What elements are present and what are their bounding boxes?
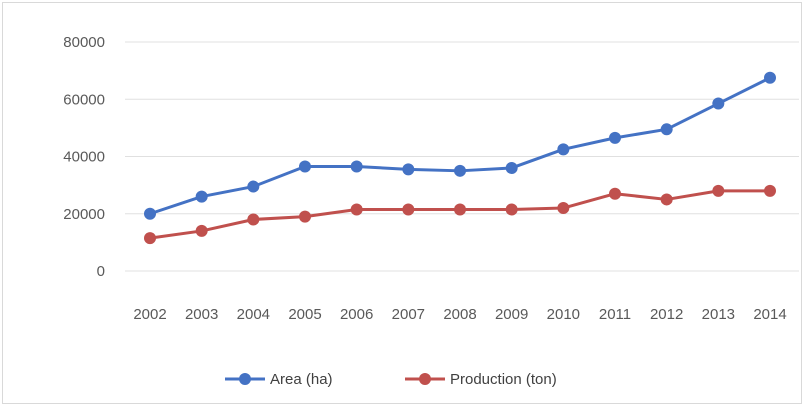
data-point bbox=[764, 71, 776, 84]
data-point bbox=[402, 203, 415, 216]
data-point bbox=[505, 203, 518, 216]
chart-frame: 0 20000 40000 60000 80000 2002 2003 2004 2005 20… bbox=[2, 2, 802, 404]
data-point bbox=[609, 187, 621, 200]
x-tick-label: 2004 bbox=[237, 306, 270, 323]
y-tick-label: 60000 bbox=[63, 91, 105, 108]
legend-label: Production (ton) bbox=[450, 371, 557, 388]
legend-label: Area (ha) bbox=[270, 371, 333, 388]
x-tick-label: 2003 bbox=[185, 306, 218, 323]
data-point bbox=[195, 190, 208, 203]
series-line bbox=[148, 76, 772, 216]
data-point bbox=[144, 207, 156, 220]
x-tick-label: 2006 bbox=[340, 306, 373, 323]
legend-marker bbox=[239, 373, 251, 385]
x-tick-label: 2010 bbox=[547, 306, 580, 323]
legend-marker bbox=[419, 373, 431, 385]
y-axis-labels: 0 20000 40000 60000 80000 bbox=[63, 34, 105, 280]
data-point bbox=[557, 202, 570, 215]
data-point bbox=[712, 184, 725, 197]
series-1 bbox=[144, 184, 776, 245]
data-point bbox=[402, 163, 415, 176]
x-tick-label: 2014 bbox=[753, 306, 786, 323]
y-tick-label: 20000 bbox=[63, 206, 105, 223]
x-tick-label: 2011 bbox=[599, 306, 631, 323]
data-point bbox=[195, 224, 208, 237]
data-point bbox=[505, 161, 518, 174]
data-point bbox=[660, 123, 673, 136]
x-tick-label: 2009 bbox=[495, 306, 528, 323]
series-layer bbox=[144, 71, 776, 245]
x-axis-labels: 2002 2003 2004 2005 2006 2007 2008 2009 2010 2011… bbox=[133, 306, 786, 323]
data-point bbox=[660, 193, 673, 206]
data-point bbox=[350, 160, 363, 173]
grid-layer bbox=[125, 41, 799, 272]
x-tick-label: 2005 bbox=[288, 306, 321, 323]
data-point bbox=[247, 180, 260, 193]
data-point bbox=[247, 213, 260, 226]
data-point bbox=[557, 143, 570, 156]
y-tick-label: 0 bbox=[97, 263, 105, 280]
legend-item: Area (ha) bbox=[225, 371, 333, 388]
data-point bbox=[144, 232, 156, 245]
x-tick-label: 2007 bbox=[392, 306, 425, 323]
data-point bbox=[454, 203, 466, 216]
data-point bbox=[299, 210, 311, 223]
y-tick-label: 80000 bbox=[63, 34, 105, 51]
x-tick-label: 2013 bbox=[702, 306, 735, 323]
data-point bbox=[712, 97, 725, 110]
x-tick-label: 2012 bbox=[650, 306, 683, 323]
data-point bbox=[299, 160, 311, 173]
x-tick-label: 2008 bbox=[443, 306, 476, 323]
series-0 bbox=[144, 71, 776, 220]
data-point bbox=[350, 203, 363, 216]
data-point bbox=[609, 131, 621, 144]
legend-item: Production (ton) bbox=[405, 371, 557, 388]
data-point bbox=[454, 164, 466, 177]
y-tick-label: 40000 bbox=[63, 149, 105, 166]
legend: Area (ha) Production (ton) bbox=[225, 371, 557, 388]
data-point bbox=[764, 184, 776, 197]
x-tick-label: 2002 bbox=[133, 306, 166, 323]
